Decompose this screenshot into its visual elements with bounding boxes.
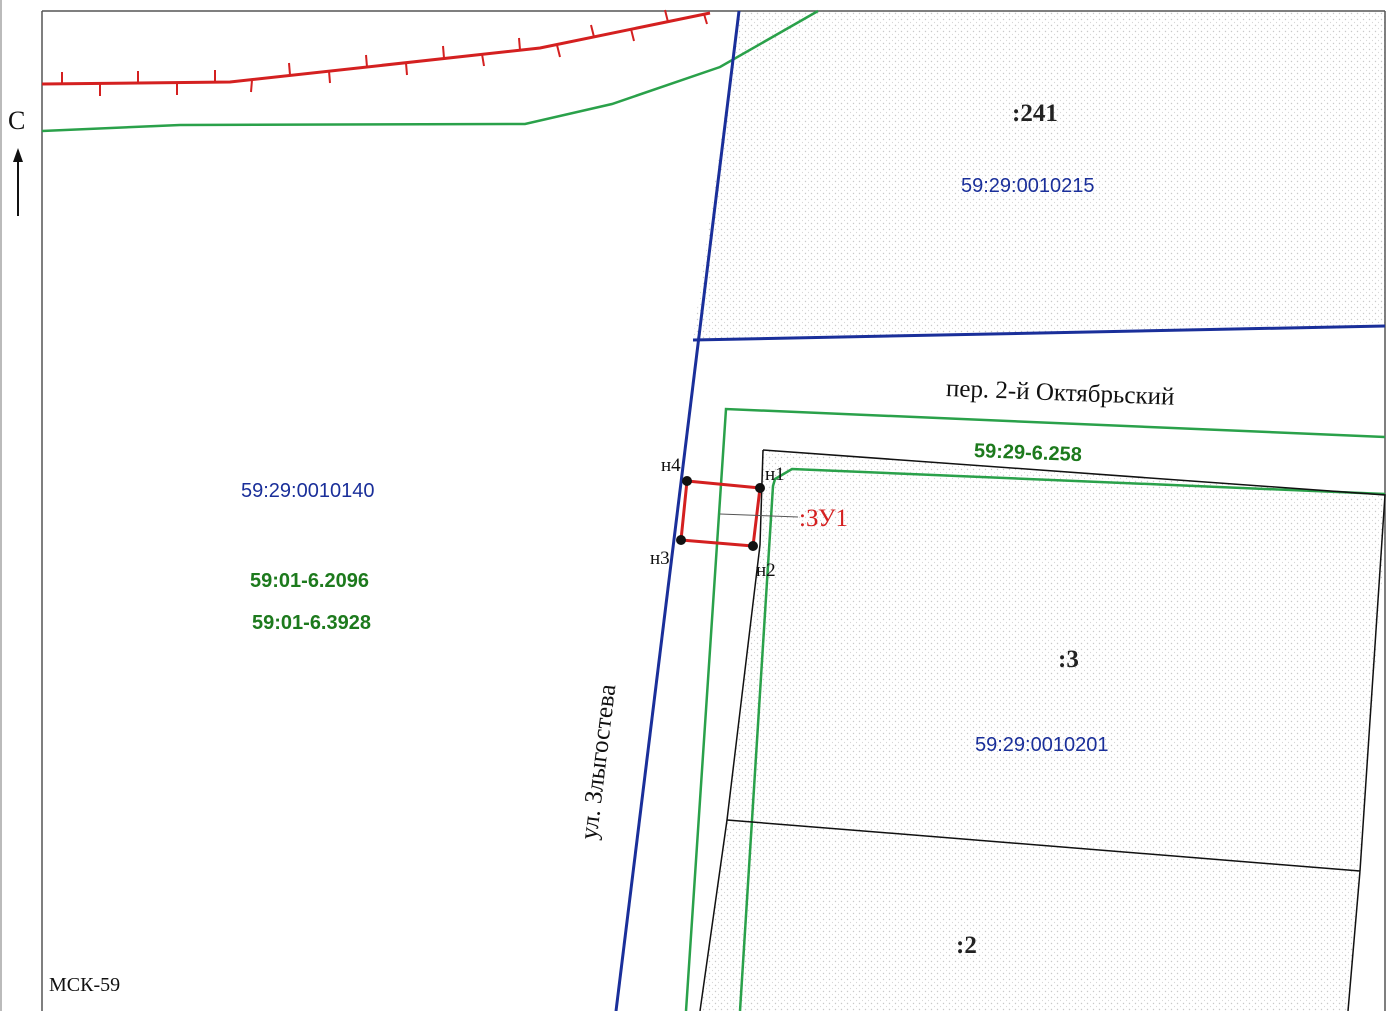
vertex-n1-label: н1 bbox=[765, 464, 785, 485]
new-parcel-leader bbox=[719, 513, 799, 518]
vertex-n4-point[interactable] bbox=[682, 476, 692, 486]
vertex-n3-label: н3 bbox=[650, 548, 670, 569]
parcel-2-fill bbox=[700, 820, 1360, 1011]
parcel-3-label: :3 bbox=[1058, 646, 1079, 673]
vertex-n2-label: н2 bbox=[756, 560, 776, 581]
zone-29-6-258-label: 59:29-6.258 bbox=[973, 440, 1083, 467]
parcel-2-east bbox=[1347, 870, 1361, 1011]
parcel-divider bbox=[726, 819, 1361, 872]
parcel-3-fill bbox=[727, 450, 1385, 871]
parcel-241-fill bbox=[693, 11, 1385, 339]
zone-boundary-lane bbox=[684, 407, 1386, 1011]
crs-label: МСК-59 bbox=[49, 974, 121, 996]
parcel-241-label: :241 bbox=[1012, 100, 1058, 127]
parcel-3-boundary bbox=[762, 449, 1386, 872]
vertex-n3-point[interactable] bbox=[676, 535, 686, 545]
north-label: С bbox=[8, 106, 26, 135]
north-arrow-head bbox=[13, 148, 23, 162]
red-hatched-boundary bbox=[41, 11, 711, 86]
quarter-0010215-label: 59:29:0010215 bbox=[961, 175, 1095, 197]
zone-01-6-2096-label: 59:01-6.2096 bbox=[250, 570, 369, 592]
parcel-2-label: :2 bbox=[956, 932, 977, 959]
quarter-boundary-lane bbox=[692, 324, 1386, 342]
vertex-n2-point[interactable] bbox=[748, 541, 758, 551]
vertex-n1-point[interactable] bbox=[755, 483, 765, 493]
vertex-n4-label: н4 bbox=[661, 455, 681, 476]
zone-01-6-3928-label: 59:01-6.3928 bbox=[252, 612, 371, 634]
quarter-0010140-label: 59:29:0010140 bbox=[241, 480, 375, 502]
new-parcel-label[interactable]: :ЗУ1 bbox=[799, 505, 849, 532]
red-hatch-ticks bbox=[61, 9, 708, 96]
zone-boundary-inner bbox=[738, 467, 1386, 1011]
quarter-0010201-label: 59:29:0010201 bbox=[975, 734, 1109, 756]
parcel-boundary-west bbox=[699, 449, 764, 1011]
quarter-boundary-street bbox=[614, 10, 741, 1011]
zone-boundary-top bbox=[41, 9, 819, 133]
